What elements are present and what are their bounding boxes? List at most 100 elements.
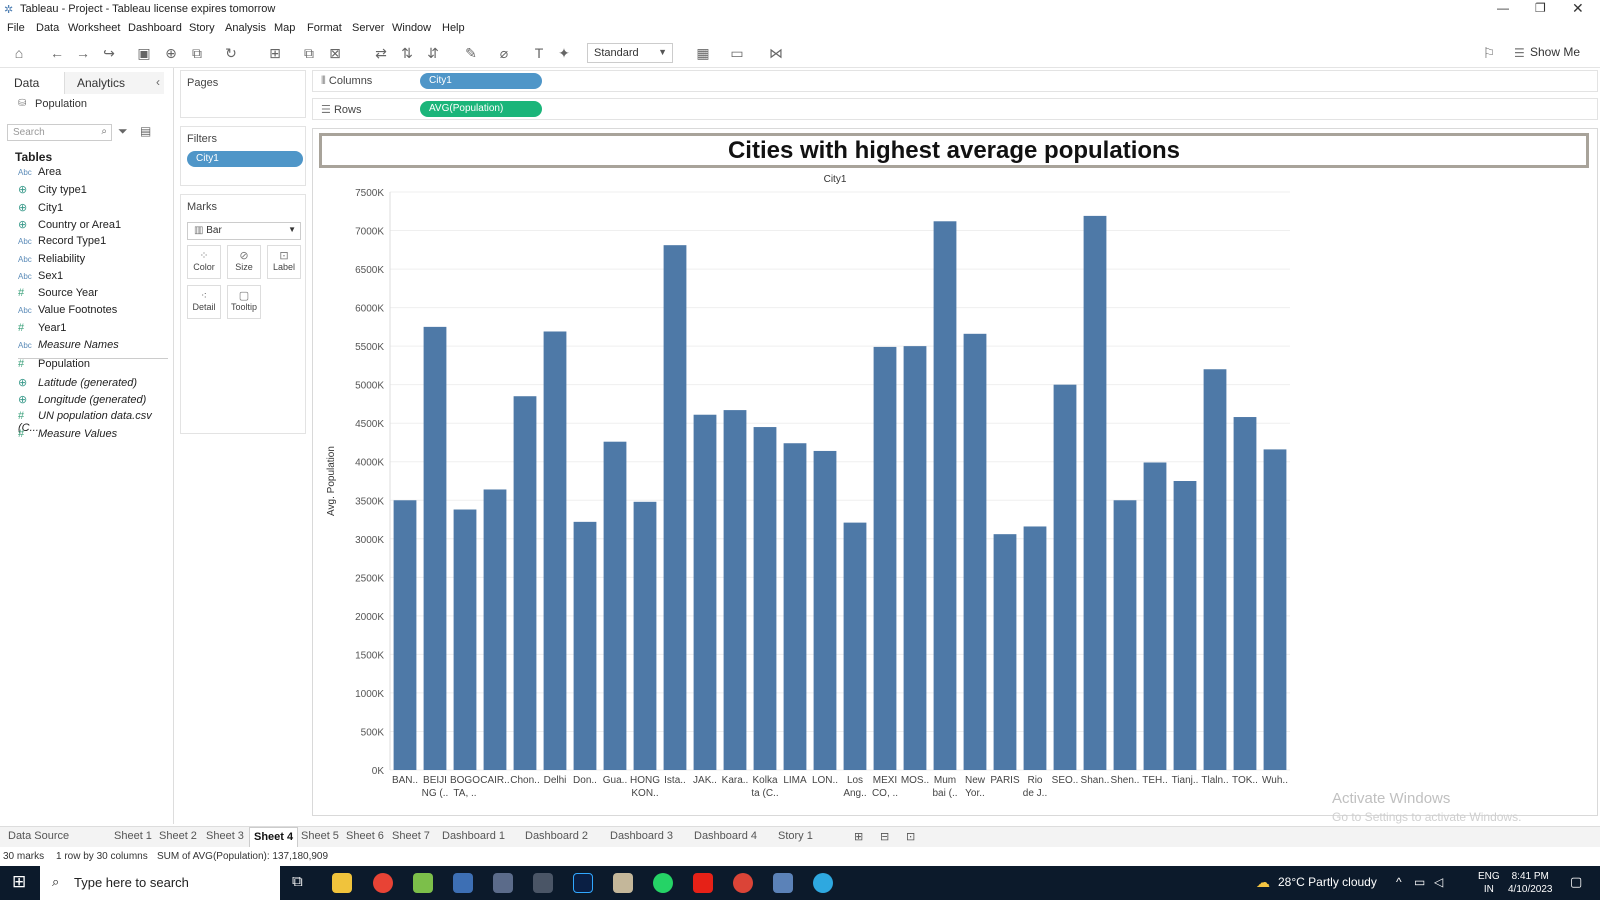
sheet-tab[interactable]: Sheet 3 bbox=[206, 830, 244, 842]
worksheet-title[interactable]: Cities with highest average populations bbox=[319, 133, 1589, 168]
menu-dashboard[interactable]: Dashboard bbox=[128, 22, 182, 34]
app-notes-icon[interactable] bbox=[533, 873, 553, 893]
new-dashboard-tab-icon[interactable]: ⊟ bbox=[880, 831, 890, 843]
windows-start-icon[interactable]: ⊞ bbox=[12, 872, 27, 891]
rows-shelf[interactable]: ☰ Rows AVG(Population) bbox=[312, 98, 1598, 120]
app-blue-icon[interactable] bbox=[453, 873, 473, 893]
chrome-icon[interactable] bbox=[373, 873, 393, 893]
back-icon[interactable]: ← bbox=[50, 45, 64, 61]
pin-icon[interactable]: ✦ bbox=[558, 45, 570, 61]
forward-icon[interactable]: → bbox=[76, 45, 90, 61]
whatsapp-icon[interactable] bbox=[653, 873, 673, 893]
menu-worksheet[interactable]: Worksheet bbox=[68, 22, 121, 34]
fit-select[interactable]: Standard ▼ bbox=[587, 43, 673, 63]
sort-ascending-icon[interactable]: ⇅ bbox=[401, 45, 413, 61]
sheet-tab[interactable]: Sheet 5 bbox=[301, 830, 339, 842]
weather-text[interactable]: 28°C Partly cloudy bbox=[1278, 875, 1377, 889]
menu-file[interactable]: File bbox=[7, 22, 25, 34]
field-item[interactable]: # Measure Values bbox=[18, 428, 117, 444]
edge-icon[interactable] bbox=[813, 873, 833, 893]
new-worksheet-icon[interactable]: ⊞ bbox=[269, 45, 281, 61]
tab-data[interactable]: Data bbox=[14, 76, 40, 90]
labels-icon[interactable]: T bbox=[534, 45, 544, 61]
menu-story[interactable]: Story bbox=[189, 22, 215, 34]
view-options-icon[interactable]: ▤ bbox=[140, 124, 152, 138]
field-item[interactable]: Abc Record Type1 bbox=[18, 235, 106, 251]
menu-map[interactable]: Map bbox=[274, 22, 296, 34]
show-me-button[interactable]: Show Me bbox=[1530, 45, 1581, 59]
show-cards-icon[interactable]: ▦ bbox=[696, 45, 710, 61]
clock[interactable]: 8:41 PM 4/10/2023 bbox=[1508, 870, 1553, 896]
pages-card[interactable]: Pages bbox=[180, 70, 306, 118]
duplicate-icon[interactable]: ⧉ bbox=[304, 45, 314, 61]
chrome-profile-icon[interactable] bbox=[733, 873, 753, 893]
field-item[interactable]: # Year1 bbox=[18, 322, 66, 338]
sheet-tab[interactable]: Sheet 7 bbox=[392, 830, 430, 842]
field-item[interactable]: Abc Area bbox=[18, 166, 61, 182]
menu-help[interactable]: Help bbox=[442, 22, 465, 34]
rows-pill-avg-population[interactable]: AVG(Population) bbox=[420, 101, 542, 117]
color-button[interactable]: ⁘ Color bbox=[187, 245, 221, 279]
detail-button[interactable]: ⁖ Detail bbox=[187, 285, 221, 319]
field-item[interactable]: ⊕ Latitude (generated) bbox=[18, 376, 137, 392]
youtube-icon[interactable] bbox=[693, 873, 713, 893]
sheet-tab[interactable]: Dashboard 3 bbox=[610, 830, 673, 842]
taskbar-search-input[interactable]: ⌕ Type here to search bbox=[40, 866, 280, 900]
label-button[interactable]: ⊡ Label bbox=[267, 245, 301, 279]
columns-shelf[interactable]: ⦀ Columns City1 bbox=[312, 70, 1598, 92]
app-card-icon[interactable] bbox=[613, 873, 633, 893]
menu-format[interactable]: Format bbox=[307, 22, 342, 34]
tooltip-button[interactable]: ▢ Tooltip bbox=[227, 285, 261, 319]
share-icon[interactable]: ⋈ bbox=[769, 45, 783, 61]
home-icon[interactable]: ⌂ bbox=[14, 45, 24, 61]
field-item[interactable]: Abc Reliability bbox=[18, 253, 85, 269]
new-story-tab-icon[interactable]: ⊡ bbox=[906, 831, 916, 843]
filter-icon[interactable]: ⏷ bbox=[118, 124, 128, 138]
sheet-tab[interactable]: Dashboard 4 bbox=[694, 830, 757, 842]
sheet-tab[interactable]: Sheet 4 bbox=[249, 827, 299, 848]
tab-analytics[interactable]: Analytics ‹ bbox=[64, 72, 164, 94]
field-item[interactable]: ⊕ Country or Area1 bbox=[18, 218, 121, 234]
pause-updates-icon[interactable]: ⧉ bbox=[192, 45, 202, 61]
filters-card[interactable]: Filters City1 bbox=[180, 126, 306, 186]
app-gallery-icon[interactable] bbox=[493, 873, 513, 893]
collapse-icon[interactable]: ‹ bbox=[156, 75, 160, 89]
app-green-icon[interactable] bbox=[413, 873, 433, 893]
network-icon[interactable]: ▭ bbox=[1414, 875, 1426, 889]
field-item[interactable]: Abc Value Footnotes bbox=[18, 304, 117, 320]
field-item[interactable]: Abc Measure Names bbox=[18, 339, 119, 355]
sheet-tab[interactable]: Story 1 bbox=[778, 830, 813, 842]
close-icon[interactable]: ✕ bbox=[1572, 0, 1584, 16]
swap-icon[interactable]: ⇄ bbox=[375, 45, 387, 61]
sheet-tab[interactable]: Data Source bbox=[8, 830, 70, 842]
field-item[interactable]: Abc Sex1 bbox=[18, 270, 63, 286]
filter-pill-city1[interactable]: City1 bbox=[187, 151, 303, 167]
sheet-tab[interactable]: Dashboard 2 bbox=[525, 830, 588, 842]
sheet-tab[interactable]: Sheet 6 bbox=[346, 830, 384, 842]
highlight-icon[interactable]: ✎ bbox=[465, 45, 477, 61]
sort-descending-icon[interactable]: ⇵ bbox=[427, 45, 439, 61]
presentation-icon[interactable]: ▭ bbox=[730, 45, 744, 61]
sheet-tab[interactable]: Sheet 1 bbox=[114, 830, 152, 842]
search-input[interactable]: Search ⌕ bbox=[7, 124, 112, 141]
task-view-icon[interactable]: ⧉ bbox=[292, 873, 303, 890]
sheet-tab[interactable]: Sheet 2 bbox=[159, 830, 197, 842]
new-datasource-icon[interactable]: ⊕ bbox=[165, 45, 177, 61]
restore-icon[interactable]: ❐ bbox=[1535, 1, 1546, 15]
redo-icon[interactable]: ↪ bbox=[103, 45, 115, 61]
datasource-name[interactable]: Population bbox=[35, 98, 87, 110]
sheet-tab[interactable]: Dashboard 1 bbox=[442, 830, 505, 842]
field-item[interactable]: ⊕ City1 bbox=[18, 201, 63, 217]
save-icon[interactable]: ▣ bbox=[137, 45, 151, 61]
language-indicator[interactable]: ENG IN bbox=[1478, 870, 1500, 896]
menu-server[interactable]: Server bbox=[352, 22, 385, 34]
menu-data[interactable]: Data bbox=[36, 22, 60, 34]
tray-chevron-icon[interactable]: ^ bbox=[1396, 875, 1402, 889]
refresh-icon[interactable]: ↻ bbox=[225, 45, 237, 61]
file-explorer-icon[interactable] bbox=[332, 873, 352, 893]
sign-icon[interactable]: ⚐ bbox=[1482, 45, 1496, 61]
group-icon[interactable]: ⌀ bbox=[499, 45, 509, 61]
field-item[interactable]: ⊕ City type1 bbox=[18, 183, 87, 199]
clear-sheet-icon[interactable]: ⊠ bbox=[329, 45, 341, 61]
menu-analysis[interactable]: Analysis bbox=[225, 22, 266, 34]
